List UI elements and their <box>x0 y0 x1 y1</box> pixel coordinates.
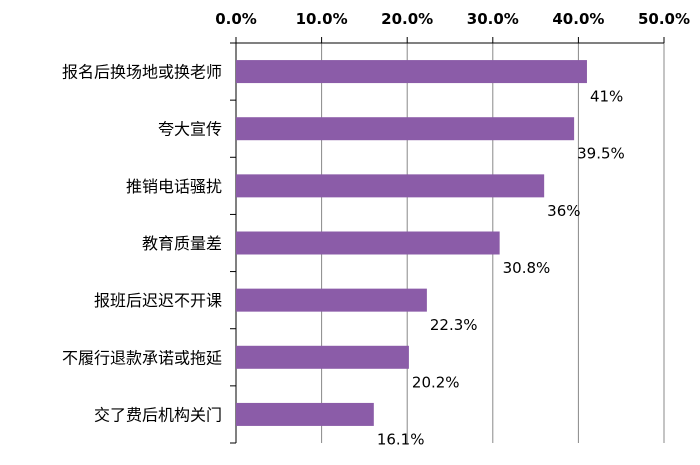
bar-3 <box>236 231 500 255</box>
bar-6 <box>236 402 374 426</box>
bar-1 <box>236 117 575 141</box>
x-tick-label-4: 40.0% <box>552 10 604 28</box>
axes: 0.0% 10.0% 20.0% 30.0% 40.0% 50.0% <box>215 10 690 444</box>
x-tick-label-0: 0.0% <box>215 10 257 28</box>
data-label-5: 20.2% <box>412 373 460 391</box>
bar-4 <box>236 288 427 312</box>
category-label-3: 教育质量差 <box>142 234 222 253</box>
bars <box>236 60 587 426</box>
category-label-1: 夸大宣传 <box>158 120 222 139</box>
data-label-0: 41% <box>590 88 623 106</box>
data-label-2: 36% <box>547 202 580 220</box>
bar-5 <box>236 345 409 369</box>
category-label-2: 推销电话骚扰 <box>126 177 222 196</box>
x-tick-label-1: 10.0% <box>296 10 348 28</box>
data-label-1: 39.5% <box>577 145 625 163</box>
x-tick-label-3: 30.0% <box>467 10 519 28</box>
data-label-3: 30.8% <box>503 259 551 277</box>
x-tick-label-2: 20.0% <box>381 10 433 28</box>
category-label-6: 交了费后机构关门 <box>94 405 222 424</box>
category-label-5: 不履行退款承诺或拖延 <box>62 348 222 367</box>
labels: 报名后换场地或换老师 41% 夸大宣传 39.5% 推销电话骚扰 36% 教育质量差 30.8… <box>62 63 625 449</box>
category-label-0: 报名后换场地或换老师 <box>62 63 222 82</box>
data-label-4: 22.3% <box>430 316 478 334</box>
bar-0 <box>236 60 587 84</box>
data-label-6: 16.1% <box>377 430 425 448</box>
category-label-4: 报班后迟迟不开课 <box>94 291 222 310</box>
x-tick-label-5: 50.0% <box>638 10 690 28</box>
bar-2 <box>236 174 545 198</box>
